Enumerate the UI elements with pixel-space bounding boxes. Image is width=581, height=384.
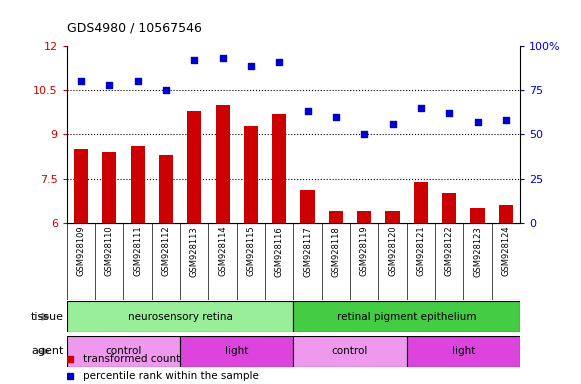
Text: control: control: [332, 346, 368, 356]
Text: GSM928112: GSM928112: [162, 226, 170, 276]
Point: [218, 55, 227, 61]
Text: light: light: [451, 346, 475, 356]
Text: GSM928121: GSM928121: [417, 226, 425, 276]
Text: GSM928114: GSM928114: [218, 226, 227, 276]
Text: GSM928116: GSM928116: [275, 226, 284, 276]
Bar: [74, 149, 88, 223]
Bar: [414, 182, 428, 223]
Bar: [498, 205, 513, 223]
Text: neurosensory retina: neurosensory retina: [128, 312, 232, 322]
Text: GSM928120: GSM928120: [388, 226, 397, 276]
Point: [331, 114, 340, 120]
Bar: [180, 336, 293, 367]
Bar: [102, 152, 116, 223]
Point: [444, 110, 454, 116]
Bar: [407, 336, 520, 367]
Text: light: light: [225, 346, 249, 356]
Bar: [244, 126, 258, 223]
Bar: [300, 190, 315, 223]
Bar: [159, 155, 173, 223]
Point: [133, 78, 142, 84]
Text: GDS4980 / 10567546: GDS4980 / 10567546: [67, 22, 202, 35]
Text: transformed count: transformed count: [83, 354, 180, 364]
Text: GSM928111: GSM928111: [133, 226, 142, 276]
Point: [246, 63, 256, 69]
Bar: [293, 336, 407, 367]
Point: [473, 119, 482, 125]
Text: GSM928110: GSM928110: [105, 226, 114, 276]
Point: [303, 108, 312, 114]
Bar: [187, 111, 202, 223]
Text: GSM928124: GSM928124: [501, 226, 510, 276]
Point: [189, 57, 199, 63]
Point: [76, 78, 85, 84]
Text: GSM928117: GSM928117: [303, 226, 312, 276]
Text: tissue: tissue: [31, 312, 64, 322]
Text: GSM928123: GSM928123: [473, 226, 482, 276]
Point: [388, 121, 397, 127]
Point: [275, 59, 284, 65]
Bar: [357, 211, 371, 223]
Bar: [216, 105, 229, 223]
Text: retinal pigment epithelium: retinal pigment epithelium: [337, 312, 476, 322]
Bar: [67, 336, 180, 367]
Text: GSM928115: GSM928115: [246, 226, 256, 276]
Bar: [293, 301, 520, 332]
Text: GSM928109: GSM928109: [77, 226, 85, 276]
Text: GSM928119: GSM928119: [360, 226, 369, 276]
Point: [105, 82, 114, 88]
Bar: [329, 211, 343, 223]
Text: control: control: [105, 346, 142, 356]
Bar: [131, 146, 145, 223]
Point: [501, 117, 511, 123]
Point: [360, 131, 369, 137]
Bar: [272, 114, 286, 223]
Bar: [471, 208, 485, 223]
Bar: [442, 193, 456, 223]
Bar: [385, 211, 400, 223]
Point: [162, 87, 171, 93]
Text: percentile rank within the sample: percentile rank within the sample: [83, 371, 259, 381]
Text: GSM928118: GSM928118: [331, 226, 340, 276]
Bar: [67, 301, 293, 332]
Text: GSM928122: GSM928122: [444, 226, 454, 276]
Text: agent: agent: [31, 346, 64, 356]
Point: [416, 105, 425, 111]
Text: GSM928113: GSM928113: [190, 226, 199, 276]
